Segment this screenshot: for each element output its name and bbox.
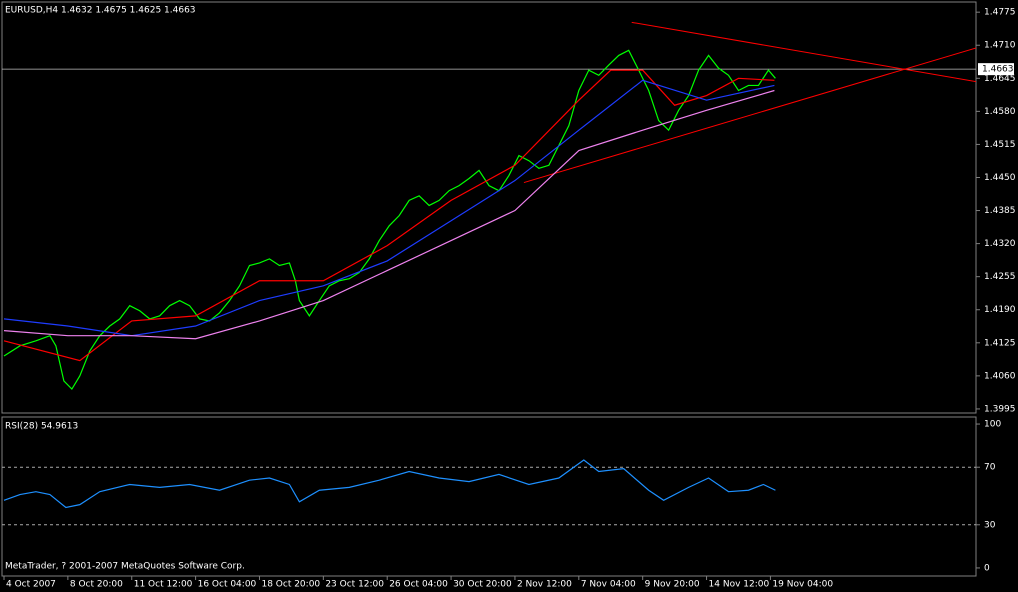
x-tick-label: 7 Nov 04:00 <box>581 580 636 590</box>
price-label: 1.4663 <box>982 65 1014 75</box>
main-plot <box>2 21 976 391</box>
series-line <box>3 89 775 340</box>
copyright: MetaTrader, ? 2001-2007 MetaQuotes Softw… <box>5 562 245 572</box>
y-tick-label: 1.4320 <box>984 239 1016 249</box>
y-tick-label: 1.4710 <box>984 41 1016 51</box>
rsi-plot <box>2 459 976 526</box>
y-tick-label: 1.4775 <box>984 8 1016 18</box>
y-tick-label: 1.4580 <box>984 107 1016 117</box>
x-tick-label: 26 Oct 04:00 <box>389 580 448 590</box>
y-tick-label: 0 <box>984 563 990 573</box>
series-line <box>3 49 776 391</box>
rsi-panel-frame <box>1 416 977 577</box>
trendline <box>631 21 976 83</box>
y-tick-label: 1.4645 <box>984 74 1016 84</box>
y-tick-label: 30 <box>984 520 996 530</box>
y-tick-label: 1.4450 <box>984 173 1016 183</box>
x-tick-label: 11 Oct 12:00 <box>134 580 193 590</box>
x-tick-label: 16 Oct 04:00 <box>198 580 257 590</box>
x-tick-label: 18 Oct 20:00 <box>261 580 320 590</box>
x-tick-label: 23 Oct 12:00 <box>325 580 384 590</box>
series-line <box>3 459 776 509</box>
main-panel-frame <box>1 1 977 414</box>
x-tick-label: 9 Nov 20:00 <box>645 580 700 590</box>
x-tick-label: 4 Oct 2007 <box>6 580 56 590</box>
y-tick-label: 1.4190 <box>984 305 1016 315</box>
x-tick-label: 14 Nov 12:00 <box>709 580 770 590</box>
y-tick-label: 70 <box>984 463 996 473</box>
x-tick-label: 8 Oct 20:00 <box>70 580 123 590</box>
y-tick-label: 1.4385 <box>984 206 1016 216</box>
y-tick-label: 100 <box>984 420 1001 430</box>
y-tick-label: 1.4255 <box>984 272 1016 282</box>
y-tick-label: 1.4125 <box>984 338 1016 348</box>
y-tick-label: 1.4515 <box>984 140 1016 150</box>
trendline <box>523 47 976 184</box>
y-tick-label: 1.4060 <box>984 371 1016 381</box>
x-tick-label: 30 Oct 20:00 <box>453 580 512 590</box>
series-line <box>3 69 775 362</box>
x-tick-label: 19 Nov 04:00 <box>772 580 833 590</box>
main-title: EURUSD,H4 1.4632 1.4675 1.4625 1.4663 <box>5 6 196 16</box>
y-tick-label: 1.3995 <box>984 404 1016 414</box>
price-label-box <box>978 63 1014 76</box>
x-tick-label: 2 Nov 12:00 <box>517 580 572 590</box>
rsi-title: RSI(28) 54.9613 <box>5 422 78 432</box>
